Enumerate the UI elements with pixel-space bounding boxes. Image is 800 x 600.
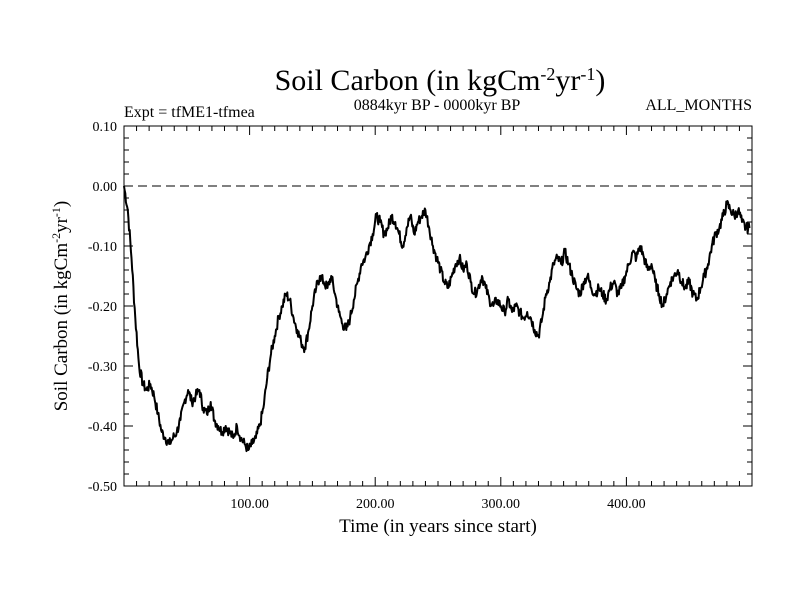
x-tick-labels: 100.00 200.00 300.00 400.00 <box>230 497 645 512</box>
months-label: ALL_MONTHS <box>645 97 752 114</box>
time-range-label: 0884kyr BP - 0000kyr BP <box>354 97 521 114</box>
x-tick-label: 400.00 <box>607 497 646 512</box>
ylabel-mid: yr <box>51 216 72 233</box>
plot-frame <box>123 125 753 487</box>
y-tick-label: -0.30 <box>88 360 117 375</box>
x-axis-label: Time (in years since start) <box>339 516 537 537</box>
y-axis-label: Soil Carbon (in kgCm-2yr-1) <box>49 201 72 412</box>
y-tick-label: 0.00 <box>93 180 118 195</box>
ylabel-sup1: -2 <box>49 233 63 243</box>
title-sup2: -1 <box>580 64 595 84</box>
title-base: Soil Carbon (in kgCm <box>275 64 541 97</box>
title-sup1: -2 <box>540 64 555 84</box>
y-tick-label: 0.10 <box>93 120 118 135</box>
experiment-label: Expt = tfME1-tfmea <box>124 104 255 121</box>
y-tick-label: -0.50 <box>88 480 117 495</box>
title-mid: yr <box>555 64 580 97</box>
x-tick-label: 300.00 <box>482 497 521 512</box>
soil-carbon-series-line <box>123 185 751 453</box>
ylabel-sup2: -1 <box>49 207 63 217</box>
title-end: ) <box>595 64 605 97</box>
chart-title: Soil Carbon (in kgCm-2yr-1) <box>275 64 606 97</box>
y-tick-labels: 0.10 0.00 -0.10 -0.20 -0.30 -0.40 -0.50 <box>88 120 117 495</box>
x-tick-label: 100.00 <box>230 497 269 512</box>
y-tick-label: -0.40 <box>88 420 117 435</box>
y-tick-label: -0.20 <box>88 300 117 315</box>
ylabel-base: Soil Carbon (in kgCm <box>51 243 72 412</box>
ylabel-end: ) <box>51 201 72 207</box>
x-tick-label: 200.00 <box>356 497 395 512</box>
y-tick-label: -0.10 <box>88 240 117 255</box>
axis-ticks <box>124 126 752 486</box>
